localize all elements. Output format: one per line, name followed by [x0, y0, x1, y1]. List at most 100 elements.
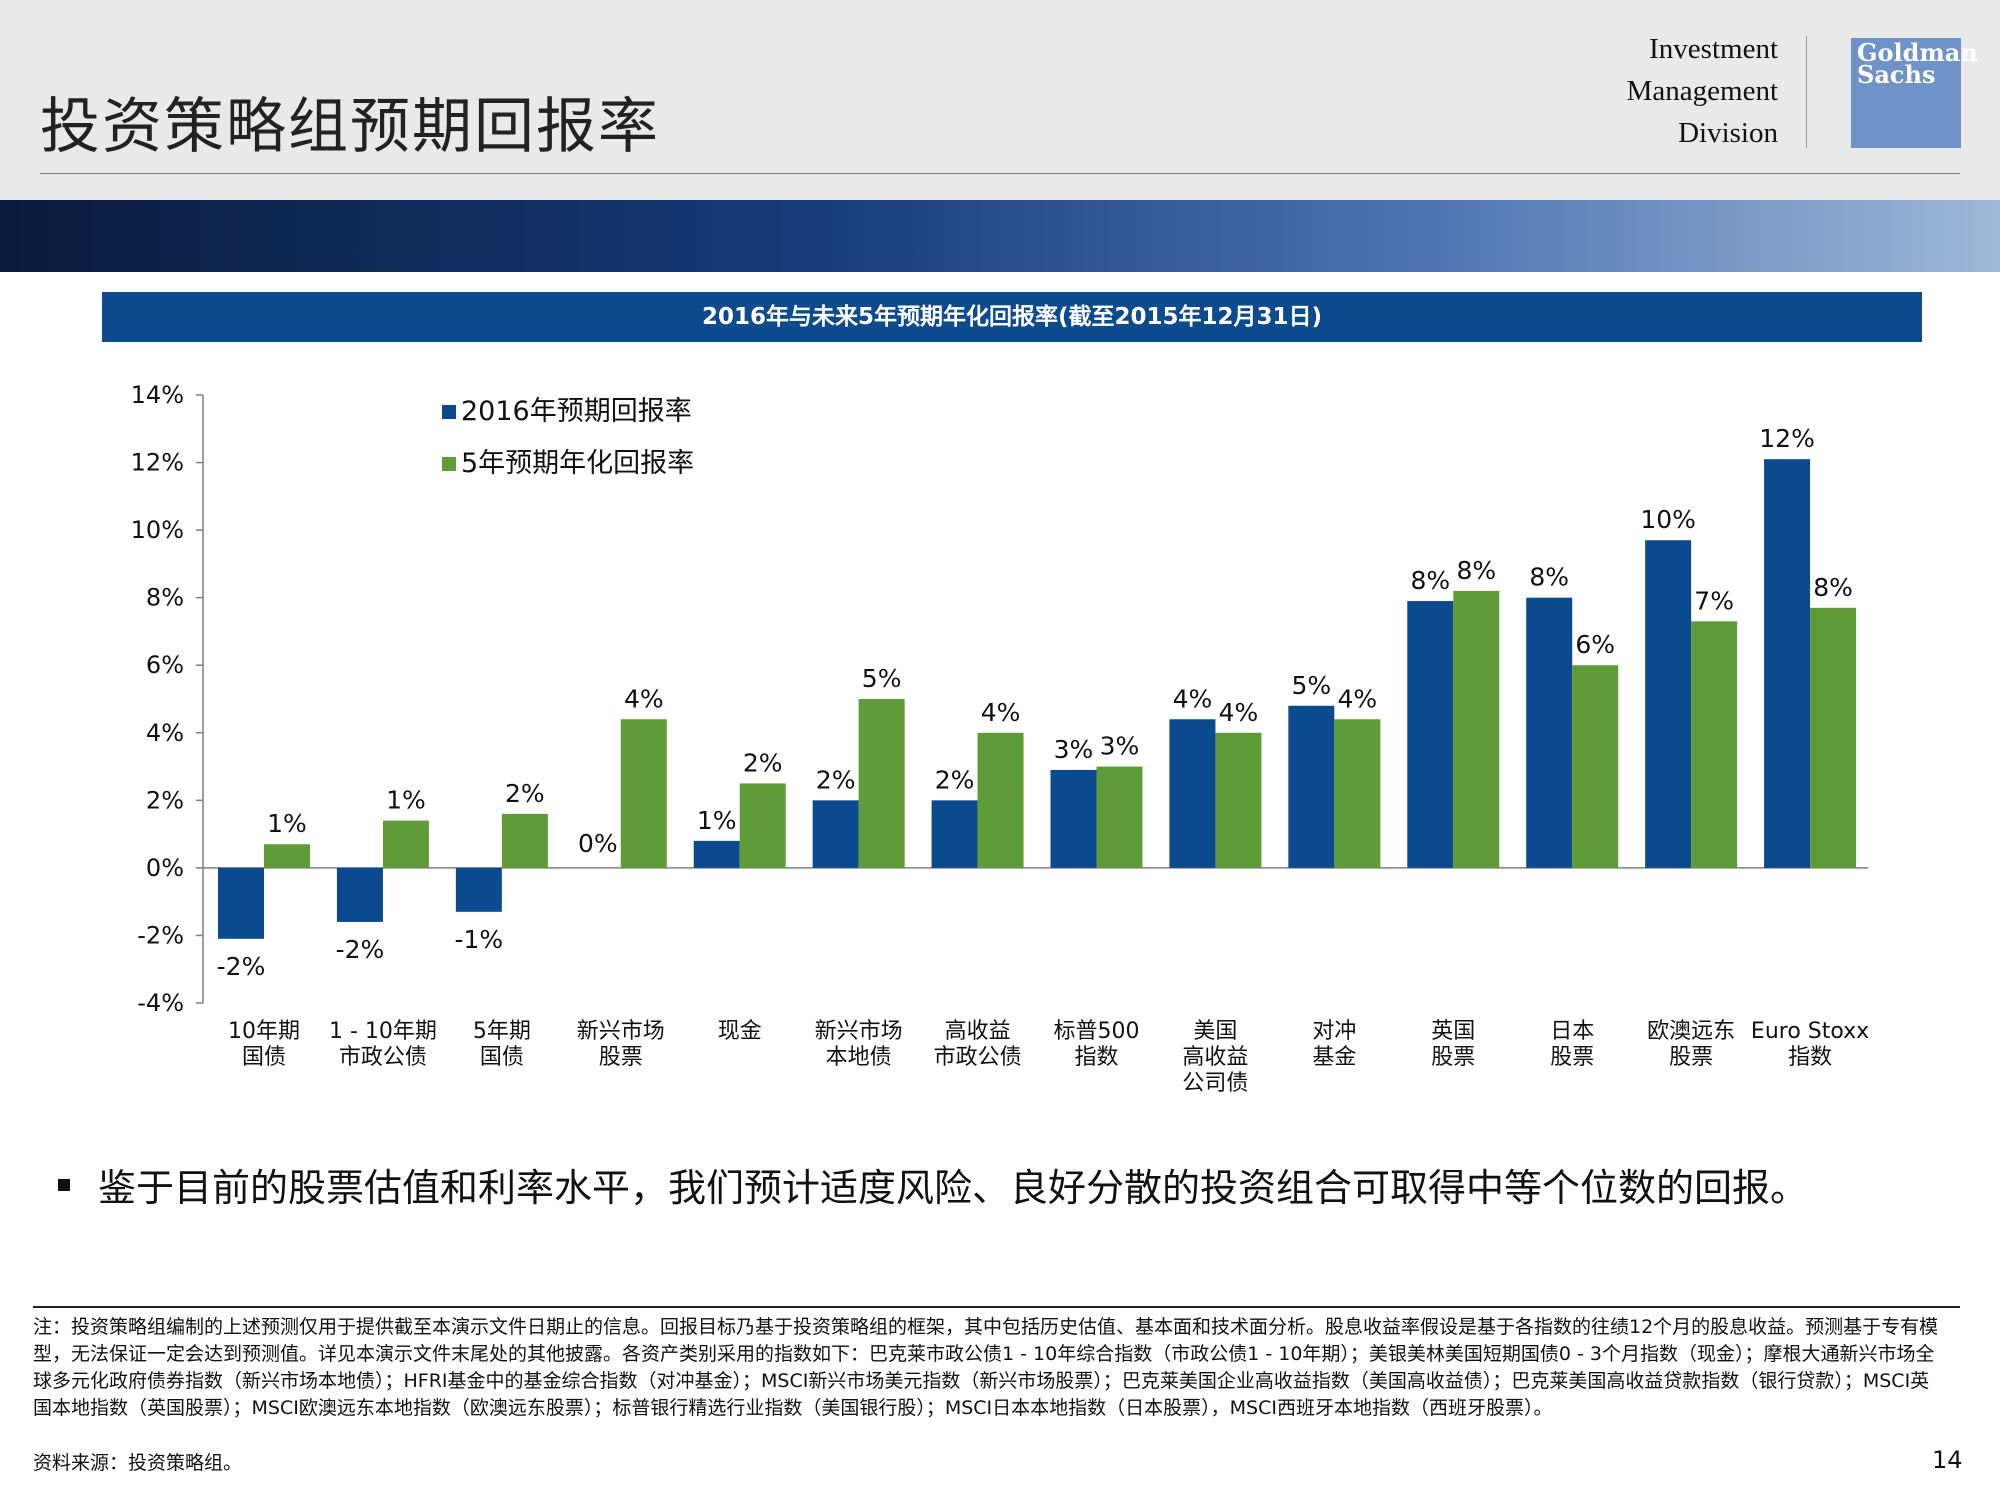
y-tick-label: 14% [131, 381, 184, 409]
y-tick-label: 6% [146, 651, 184, 679]
x-category-label: 1 - 10年期 [329, 1019, 437, 1044]
x-category-label: 股票 [1431, 1045, 1475, 1070]
x-category-label: 指数 [1788, 1045, 1832, 1070]
bullet-icon [58, 1178, 70, 1191]
x-category-label: 高收益 [945, 1019, 1011, 1044]
data-label: 10% [1640, 505, 1696, 534]
data-label: 8% [1410, 566, 1450, 595]
y-tick-label: -4% [137, 989, 184, 1017]
data-label: 5% [1292, 671, 1332, 700]
notes-divider [33, 1306, 1960, 1308]
bar-series1 [693, 840, 740, 868]
x-category-label: 市政公债 [339, 1045, 427, 1070]
bar-series1 [1764, 459, 1811, 868]
bar-series2 [1572, 665, 1619, 868]
bar-series2 [739, 783, 786, 868]
data-label: 3% [1100, 732, 1140, 761]
x-category-label: 基金 [1312, 1045, 1356, 1070]
bar-series1 [218, 867, 264, 939]
data-label: 4% [1338, 684, 1378, 713]
data-label: 4% [981, 698, 1021, 727]
division-name: Investment Management Division [1627, 28, 1778, 154]
data-label: 4% [624, 684, 664, 713]
x-category-label: 公司债 [1182, 1071, 1248, 1096]
data-label: 1% [697, 806, 737, 835]
data-label: 7% [1694, 586, 1734, 615]
chart-title-bar: 2016年与未来5年预期年化回报率(截至2015年12月31日) [102, 292, 1922, 342]
bar-series2 [1215, 732, 1262, 868]
data-label: 2% [505, 779, 545, 808]
bar-series1 [1526, 597, 1573, 868]
bar-series2 [1334, 719, 1381, 868]
x-category-label: Euro Stoxx [1751, 1019, 1869, 1044]
x-category-label: 5年期 [473, 1019, 531, 1044]
decorative-band [0, 200, 2000, 272]
data-label: 2% [935, 765, 975, 794]
bar-series1 [1645, 540, 1692, 868]
data-label: 4% [1173, 684, 1213, 713]
legend-label: 5年预期年化回报率 [461, 448, 694, 479]
y-tick-label: 2% [146, 786, 184, 814]
x-category-label: 日本 [1550, 1019, 1594, 1044]
page-title: 投资策略组预期回报率 [40, 92, 660, 162]
data-label: 12% [1759, 424, 1815, 453]
bar-series1 [1050, 769, 1097, 868]
data-label: 5% [862, 664, 902, 693]
bullet-text: 鉴于目前的股票估值和利率水平，我们预计适度风险、良好分散的投资组合可取得中等个位… [98, 1166, 1809, 1210]
data-label: 2% [816, 765, 856, 794]
header-divider [1806, 36, 1807, 148]
x-category-label: 新兴市场 [577, 1019, 665, 1044]
y-tick-label: 8% [146, 584, 184, 612]
bar-series1 [336, 867, 383, 922]
bar-series2 [1096, 766, 1143, 868]
x-category-label: 股票 [1669, 1045, 1713, 1070]
y-tick-label: -2% [137, 921, 184, 949]
bar-series2 [1691, 621, 1738, 868]
goldman-sachs-logo: Goldman Sachs [1851, 38, 1978, 148]
legend-swatch [442, 405, 456, 419]
x-category-label: 高收益 [1182, 1045, 1248, 1070]
data-label: 4% [1219, 698, 1259, 727]
data-label: 2% [743, 748, 783, 777]
data-label: -1% [455, 925, 504, 954]
bar-series2 [858, 699, 905, 868]
division-line: Division [1678, 117, 1778, 149]
data-label: 8% [1813, 573, 1853, 602]
data-label: 8% [1456, 556, 1496, 585]
division-line: Management [1626, 75, 1778, 107]
bar-series2 [501, 813, 548, 868]
data-label: 1% [386, 786, 426, 815]
bar-series1 [1407, 601, 1454, 868]
bar-series2 [1453, 590, 1500, 868]
header: 投资策略组预期回报率 Investment Management Divisio… [0, 0, 2000, 200]
x-category-label: 美国 [1193, 1019, 1237, 1044]
x-category-label: 本地债 [826, 1045, 892, 1070]
y-tick-label: 12% [131, 449, 184, 477]
bar-series2 [382, 820, 429, 868]
bar-series2 [977, 732, 1024, 868]
legend-label: 2016年预期回报率 [461, 396, 692, 427]
footnote: 注：投资策略组编制的上述预测仅用于提供截至本演示文件日期止的信息。回报目标乃基于… [33, 1316, 1939, 1419]
data-label: 6% [1575, 630, 1615, 659]
bar-series1 [455, 867, 502, 912]
data-label: -2% [217, 952, 266, 981]
legend-swatch [442, 457, 456, 471]
x-category-label: 股票 [599, 1045, 643, 1070]
y-tick-label: 4% [146, 719, 184, 747]
bar-series2 [1810, 607, 1857, 868]
bar-series2 [620, 719, 667, 868]
chart-title: 2016年与未来5年预期年化回报率(截至2015年12月31日) [701, 304, 1323, 330]
division-line: Investment [1649, 33, 1778, 65]
data-label: -2% [336, 935, 385, 964]
bullet-point: 鉴于目前的股票估值和利率水平，我们预计适度风险、良好分散的投资组合可取得中等个位… [58, 1157, 1808, 1212]
bar-series1 [1288, 705, 1335, 868]
y-tick-label: 10% [131, 516, 184, 544]
x-category-label: 现金 [718, 1019, 762, 1044]
x-category-label: 对冲 [1312, 1019, 1356, 1044]
header-rule [40, 173, 1960, 174]
x-category-label: 标普500 [1054, 1019, 1140, 1044]
bar-series2 [264, 844, 310, 868]
bar-series1 [931, 800, 978, 868]
logo-text: Goldman Sachs [1857, 41, 1978, 87]
